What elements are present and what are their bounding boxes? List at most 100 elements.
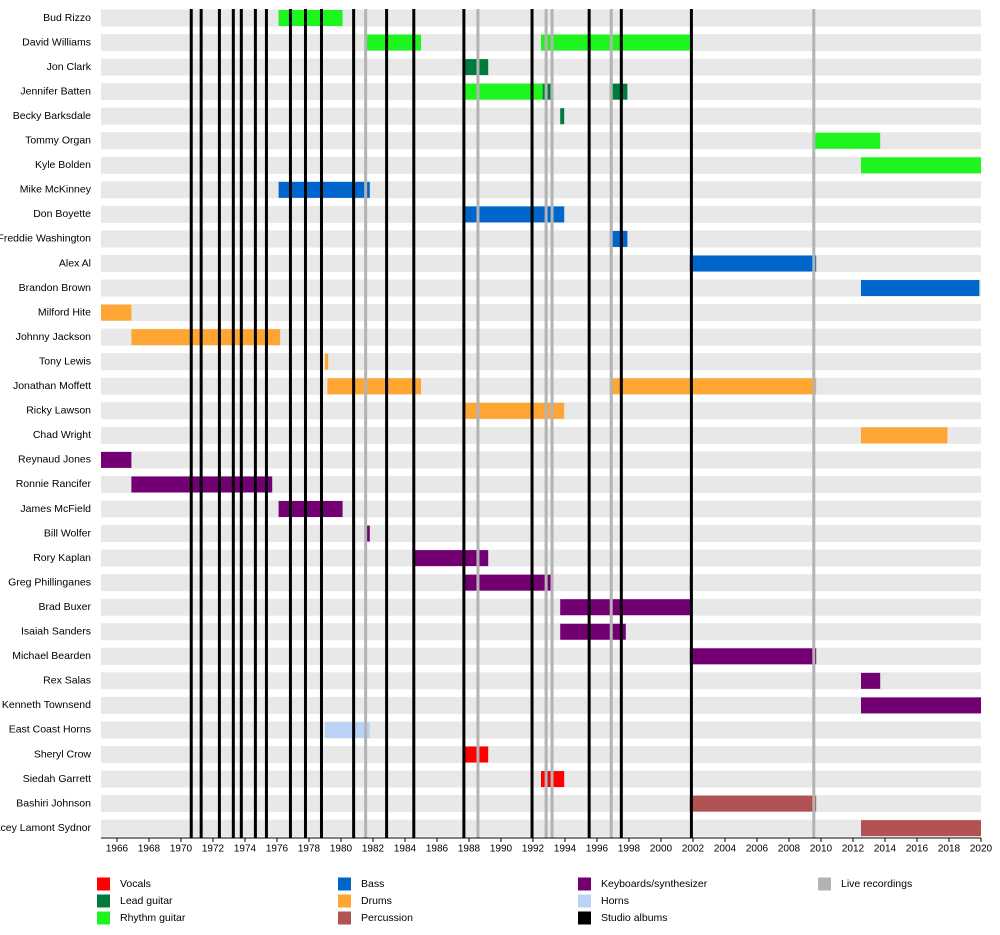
- x-tick-label: 1994: [554, 844, 577, 855]
- bar: [560, 599, 692, 616]
- legend-label: Keyboards/synthesizer: [601, 878, 708, 890]
- legend-swatch: [578, 894, 591, 908]
- row-label: Isaiah Sanders: [21, 626, 91, 638]
- legend-label: Vocals: [120, 878, 151, 890]
- x-tick-label: 2004: [714, 844, 737, 855]
- bar: [325, 721, 370, 738]
- legend-swatch: [578, 911, 591, 925]
- bar: [689, 648, 817, 665]
- row-label: Tommy Organ: [25, 135, 91, 147]
- row-label: Don Boyette: [33, 208, 91, 220]
- x-tick-label: 1986: [426, 844, 449, 855]
- row-label: Jonathan Moffett: [13, 380, 91, 392]
- x-tick-label: 1984: [394, 844, 417, 855]
- bar: [861, 697, 981, 714]
- bar: [689, 255, 817, 272]
- x-tick-label: 1974: [234, 844, 257, 855]
- bar: [861, 427, 948, 444]
- row-label: Bud Rizzo: [43, 12, 91, 24]
- bar: [131, 329, 281, 346]
- row-label: Siedah Garrett: [23, 773, 91, 785]
- x-tick-label: 2000: [650, 844, 673, 855]
- x-tick-label: 1988: [458, 844, 481, 855]
- bar: [365, 34, 421, 51]
- row-label: Milford Hite: [38, 306, 91, 318]
- bar: [101, 304, 132, 321]
- row-label: Ronnie Rancifer: [16, 478, 92, 490]
- row-label: Becky Barksdale: [13, 110, 91, 122]
- x-tick-label: 2008: [778, 844, 801, 855]
- row-label: Jennifer Batten: [20, 85, 91, 97]
- bar: [813, 132, 881, 149]
- row-label: Michael Bearden: [12, 650, 91, 662]
- x-tick-label: 1998: [618, 844, 641, 855]
- row-label: Rory Kaplan: [33, 552, 91, 564]
- x-tick-label: 2012: [842, 844, 865, 855]
- x-tick-label: 1982: [362, 844, 385, 855]
- x-tick-label: 2016: [906, 844, 929, 855]
- x-tick-label: 1976: [266, 844, 289, 855]
- bar: [327, 378, 421, 395]
- legend-swatch: [578, 877, 591, 891]
- x-tick-label: 1996: [586, 844, 609, 855]
- legend-label: Horns: [601, 895, 629, 907]
- x-tick-label: 1972: [202, 844, 225, 855]
- x-tick-label: 2002: [682, 844, 705, 855]
- legend-swatch: [97, 877, 110, 891]
- row-label: Bashiri Johnson: [16, 797, 91, 809]
- bar: [278, 181, 370, 198]
- row-label: Jon Clark: [47, 61, 92, 73]
- x-tick-label: 1968: [138, 844, 161, 855]
- legend-label: Live recordings: [841, 878, 912, 890]
- x-tick-label: 2006: [746, 844, 769, 855]
- bar: [101, 451, 132, 468]
- bar: [325, 353, 329, 370]
- bar: [465, 402, 565, 419]
- bar: [365, 525, 370, 542]
- row-label: Reynaud Jones: [18, 454, 91, 466]
- row-label: Tony Lewis: [39, 355, 91, 367]
- x-tick-label: 2014: [874, 844, 897, 855]
- bar: [609, 378, 817, 395]
- bar: [465, 83, 543, 100]
- row-label: Kenneth Townsend: [2, 699, 91, 711]
- bar: [861, 280, 980, 297]
- bar: [609, 230, 628, 247]
- x-tick-label: 1980: [330, 844, 353, 855]
- x-tick-label: 2018: [938, 844, 961, 855]
- bar: [541, 34, 690, 51]
- legend-swatch: [97, 894, 110, 908]
- row-label: Rex Salas: [43, 675, 91, 687]
- bar: [689, 795, 817, 812]
- bar: [414, 550, 489, 567]
- bar: [278, 501, 343, 517]
- bar: [278, 10, 343, 26]
- legend-swatch: [338, 894, 351, 908]
- x-tick-label: 1970: [170, 844, 193, 855]
- legend-label: Studio albums: [601, 912, 668, 924]
- row-label: James McField: [20, 503, 91, 515]
- legend-swatch: [338, 877, 351, 891]
- bar: [609, 83, 628, 100]
- row-label: David Williams: [22, 36, 91, 48]
- x-tick-label: 1978: [298, 844, 321, 855]
- row-label: Freddie Washington: [0, 233, 91, 245]
- legend-label: Lead guitar: [120, 895, 173, 907]
- bar: [560, 623, 626, 640]
- legend-label: Bass: [361, 878, 384, 890]
- row-label: Chad Wright: [33, 429, 91, 441]
- bar: [560, 108, 565, 125]
- legend-label: Drums: [361, 895, 392, 907]
- bar: [465, 206, 565, 223]
- x-tick-label: 1992: [522, 844, 545, 855]
- row-label: Brad Buxer: [38, 601, 91, 613]
- row-label: Alex Al: [59, 257, 91, 269]
- row-label: Greg Phillinganes: [8, 576, 91, 588]
- legend-label: Rhythm guitar: [120, 912, 186, 924]
- x-tick-label: 2010: [810, 844, 833, 855]
- row-label: Ricky Lawson: [26, 405, 91, 417]
- x-tick-label: 2020: [970, 844, 993, 855]
- row-label: Johnny Jackson: [16, 331, 91, 343]
- legend-swatch: [97, 911, 110, 925]
